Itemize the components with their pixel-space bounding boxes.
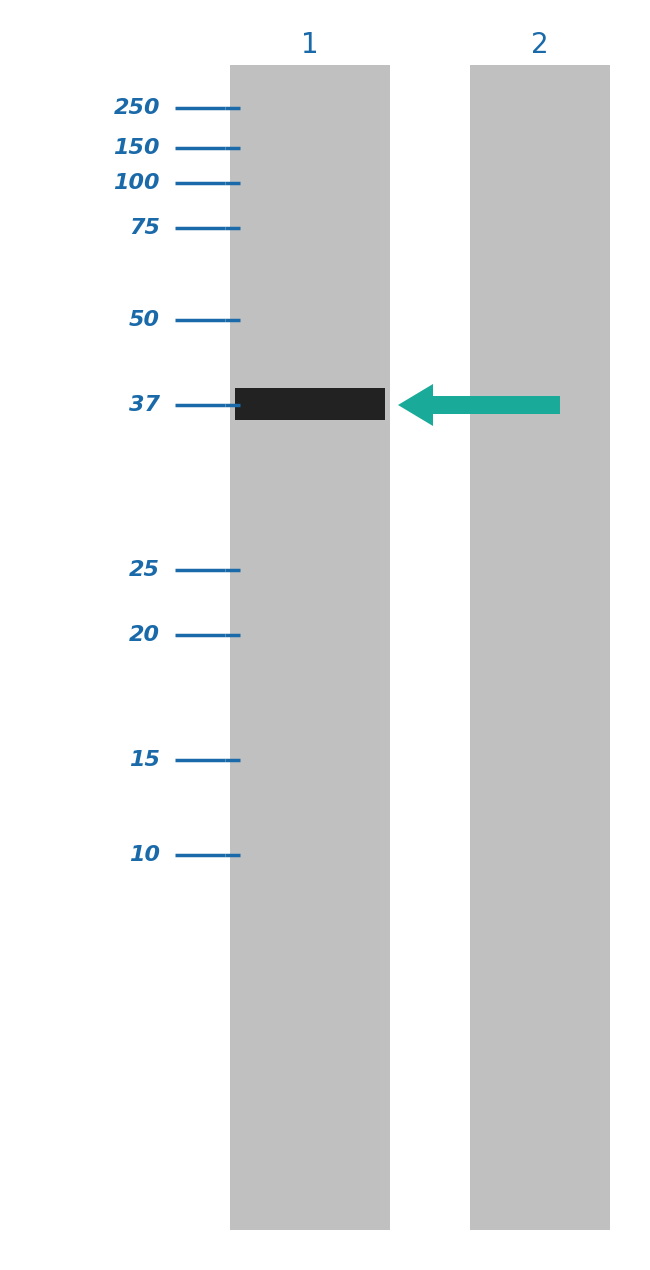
Text: 15: 15 <box>129 751 160 770</box>
FancyArrow shape <box>398 384 560 425</box>
Text: 37: 37 <box>129 395 160 415</box>
Text: 50: 50 <box>129 310 160 330</box>
Text: 100: 100 <box>114 173 160 193</box>
Text: 75: 75 <box>129 218 160 237</box>
Text: 1: 1 <box>301 30 318 58</box>
Text: 2: 2 <box>531 30 549 58</box>
Text: 10: 10 <box>129 845 160 865</box>
Text: 25: 25 <box>129 560 160 580</box>
Text: 250: 250 <box>114 98 160 118</box>
Text: 150: 150 <box>114 138 160 157</box>
Bar <box>470 65 610 1231</box>
Text: 20: 20 <box>129 625 160 645</box>
Bar <box>230 65 390 1231</box>
Bar <box>235 389 385 420</box>
